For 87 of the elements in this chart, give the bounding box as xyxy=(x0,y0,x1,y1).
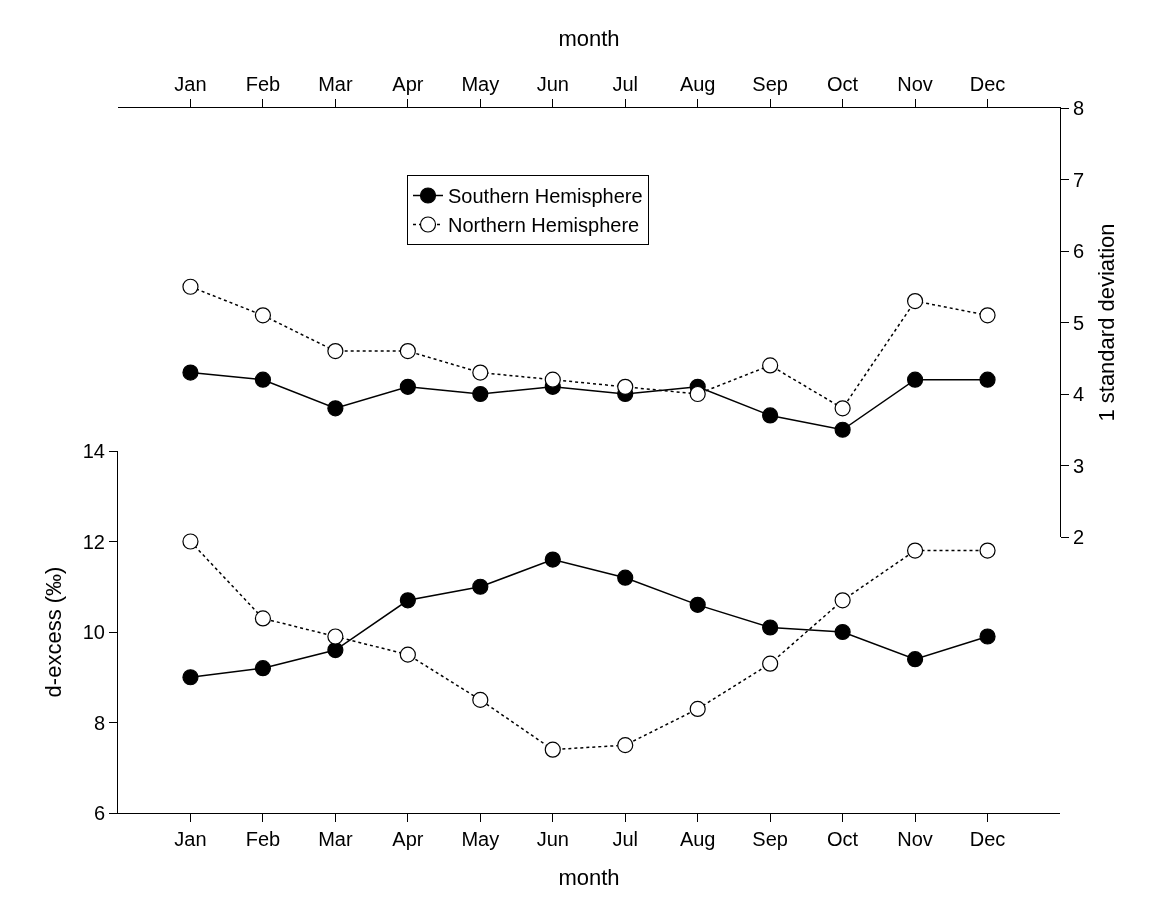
x-axis-title: month xyxy=(558,25,620,51)
point xyxy=(472,385,489,403)
point xyxy=(544,371,561,388)
x-tick-label: May xyxy=(461,73,500,95)
point xyxy=(472,578,489,595)
y-tick-label: 3 xyxy=(1073,454,1085,477)
point xyxy=(834,400,851,417)
point xyxy=(182,533,199,550)
y-axis-title: d-excess (‰) xyxy=(40,566,66,698)
x-tick-label: Mar xyxy=(318,73,353,95)
point xyxy=(906,371,924,388)
point xyxy=(834,592,851,609)
point xyxy=(834,421,851,438)
y-tick-label: 10 xyxy=(82,621,105,643)
y-tick-label: 8 xyxy=(1073,97,1085,119)
y-tick-label: 2 xyxy=(1073,526,1085,548)
x-tick-label: Oct xyxy=(827,828,859,850)
point xyxy=(327,642,344,659)
x-tick-label: Apr xyxy=(392,73,424,95)
x-tick-label: Feb xyxy=(245,828,281,850)
x-tick-label: Mar xyxy=(318,828,353,850)
x-tick-label: Jan xyxy=(174,73,207,95)
point xyxy=(399,592,416,609)
x-tick-label: Dec xyxy=(969,73,1006,95)
point xyxy=(979,542,996,559)
y-tick-label: 5 xyxy=(1073,311,1085,334)
x-axis-title: month xyxy=(558,864,620,890)
point xyxy=(327,343,344,360)
x-tick-label: Oct xyxy=(827,73,859,95)
point xyxy=(979,307,996,324)
point xyxy=(617,378,634,395)
point xyxy=(762,619,779,636)
point xyxy=(399,646,416,663)
point xyxy=(834,623,851,641)
x-tick-label: Jan xyxy=(174,828,207,850)
point xyxy=(254,610,272,627)
point xyxy=(327,628,344,645)
point xyxy=(182,278,199,295)
x-tick-label: Jun xyxy=(536,828,569,850)
x-tick-label: Apr xyxy=(392,828,424,850)
x-tick-label: Jul xyxy=(612,828,639,850)
y-tick-label: 6 xyxy=(1073,240,1085,262)
x-tick-label: Jul xyxy=(612,73,639,95)
x-tick-label: Nov xyxy=(897,828,933,850)
point xyxy=(472,364,489,381)
x-tick-label: Aug xyxy=(679,828,716,850)
y-tick-label: 7 xyxy=(1073,168,1085,191)
point xyxy=(979,628,996,645)
y-tick-label: 4 xyxy=(1073,383,1085,405)
x-tick-label: Jun xyxy=(536,73,569,95)
point xyxy=(182,669,199,686)
point xyxy=(762,655,779,672)
x-tick-label: Sep xyxy=(752,828,788,850)
point xyxy=(182,364,199,381)
x-tick-label: Dec xyxy=(969,828,1006,850)
y-tick-label: 14 xyxy=(82,440,105,462)
point xyxy=(254,371,272,388)
legend-label: Northern Hemisphere xyxy=(448,214,640,237)
point xyxy=(254,307,272,324)
point xyxy=(544,551,561,568)
legend-label: Southern Hemisphere xyxy=(448,185,643,208)
x-tick-label: Sep xyxy=(752,73,788,95)
point xyxy=(472,691,489,708)
y-tick-label: 12 xyxy=(82,530,105,553)
x-tick-label: Nov xyxy=(897,73,933,95)
point xyxy=(399,343,416,360)
y-tick-label: 6 xyxy=(93,802,105,824)
x-tick-label: Feb xyxy=(245,73,281,95)
point xyxy=(689,385,706,403)
point xyxy=(689,700,706,718)
point xyxy=(689,596,706,613)
y-axis-title: 1 standard deviation xyxy=(1094,223,1120,422)
point xyxy=(906,292,924,310)
point xyxy=(254,660,272,677)
point xyxy=(399,378,416,395)
point xyxy=(906,651,924,668)
point xyxy=(762,407,779,424)
point xyxy=(617,737,634,754)
x-tick-label: Aug xyxy=(679,73,716,95)
y-tick-label: 8 xyxy=(93,711,105,734)
point xyxy=(544,741,561,758)
point xyxy=(906,542,924,559)
point xyxy=(617,569,634,586)
point xyxy=(979,371,996,388)
point xyxy=(327,400,344,417)
x-tick-label: May xyxy=(461,828,500,850)
point xyxy=(762,357,779,374)
